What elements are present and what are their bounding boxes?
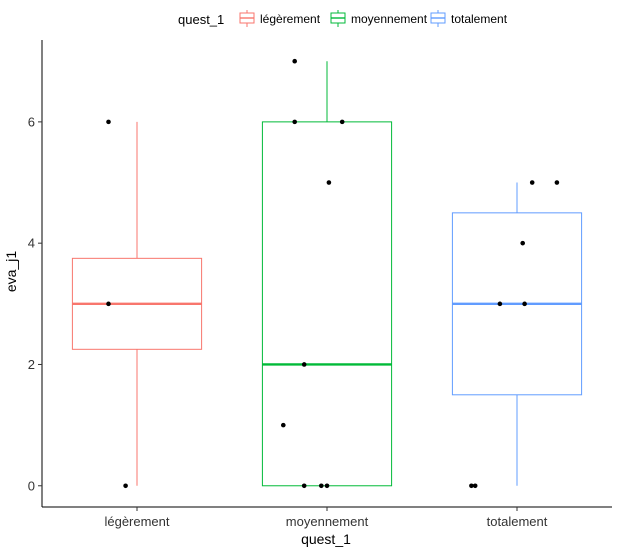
legend-label: moyennement xyxy=(351,12,428,26)
x-tick-label: moyennement xyxy=(286,514,369,529)
data-point xyxy=(472,483,478,489)
data-point xyxy=(469,483,474,489)
y-tick-label: 0 xyxy=(28,478,35,493)
y-tick-label: 2 xyxy=(28,357,35,372)
axes: 0 2 4 6 légèrement moyennement totalement quest… xyxy=(3,40,612,547)
data-point xyxy=(522,301,527,307)
data-point xyxy=(520,240,525,246)
data-point xyxy=(292,119,298,125)
data-point xyxy=(529,180,535,185)
box-group-3 xyxy=(451,182,583,486)
legend-label: totalement xyxy=(451,12,508,26)
data-point xyxy=(123,483,128,489)
y-tick-label: 4 xyxy=(28,236,35,251)
legend-item-1: légèrement xyxy=(239,10,321,27)
data-point xyxy=(281,422,286,428)
data-point xyxy=(319,483,324,489)
legend-item-2: moyennement xyxy=(330,10,428,27)
data-point xyxy=(497,301,503,307)
legend-label: légèrement xyxy=(260,12,321,26)
data-point xyxy=(324,483,330,489)
data-point xyxy=(301,483,307,489)
data-point xyxy=(292,58,298,64)
x-tick-label: totalement xyxy=(487,514,548,529)
box-group-1 xyxy=(71,121,203,486)
box-group-2 xyxy=(261,61,393,487)
x-axis-title: quest_1 xyxy=(301,531,351,547)
x-tick-label: légèrement xyxy=(104,514,169,529)
data-point xyxy=(326,180,332,185)
box-rect xyxy=(261,121,393,487)
data-point xyxy=(106,119,111,125)
legend-title: quest_1 xyxy=(178,12,224,27)
legend-item-3: totalement xyxy=(430,10,508,27)
data-point xyxy=(554,180,560,185)
plot-area xyxy=(71,58,583,489)
y-tick-label: 6 xyxy=(28,114,35,129)
data-point xyxy=(106,301,111,307)
data-point xyxy=(301,362,307,367)
data-point xyxy=(339,119,345,125)
y-axis-title: eva_j1 xyxy=(3,251,19,292)
legend: quest_1 légèrement moyennement totalement xyxy=(178,10,508,27)
